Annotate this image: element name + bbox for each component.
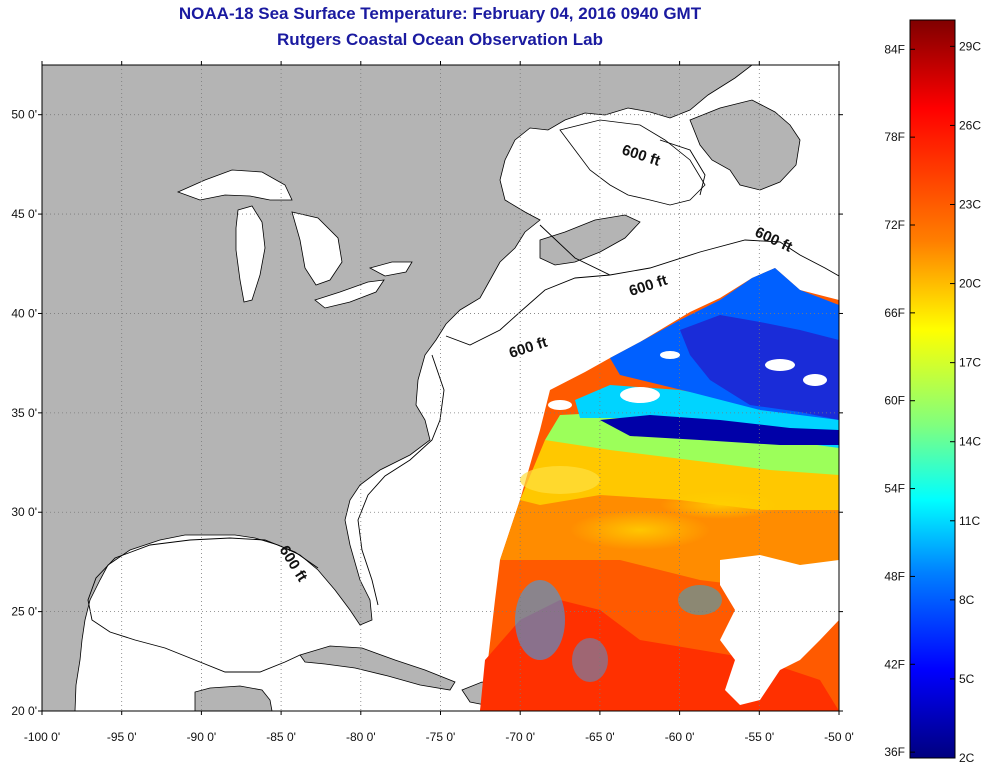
lon-tick-label: -60 0' bbox=[665, 730, 695, 744]
lake-michigan bbox=[235, 205, 266, 303]
landmass-newfoundland bbox=[689, 99, 801, 191]
landmass-cuba bbox=[299, 645, 456, 691]
longitude-tick-labels: -100 0' -95 0' -90 0' -85 0' -80 0' -75 0' -70… bbox=[24, 730, 854, 744]
gulf-st-lawrence bbox=[559, 119, 706, 206]
lake-erie bbox=[314, 279, 385, 309]
colorbar-c-label: 20C bbox=[959, 277, 981, 291]
lat-tick-label: 50 0' bbox=[11, 108, 37, 122]
colorbar-f-label: 36F bbox=[884, 745, 905, 759]
colorbar-f-label: 72F bbox=[884, 218, 905, 232]
lon-tick-label: -90 0' bbox=[187, 730, 217, 744]
colorbar-f-label: 66F bbox=[884, 306, 905, 320]
lake-superior bbox=[176, 169, 293, 201]
lon-tick-label: -55 0' bbox=[744, 730, 774, 744]
colorbar-f-label: 84F bbox=[884, 42, 905, 56]
sst-swath bbox=[480, 268, 839, 711]
lon-tick-label: -75 0' bbox=[426, 730, 456, 744]
colorbar-f-label: 78F bbox=[884, 130, 905, 144]
colorbar-c-label: 29C bbox=[959, 39, 981, 53]
colorbar-f-label: 54F bbox=[884, 482, 905, 496]
lake-huron bbox=[291, 211, 343, 286]
colorbar-c-label: 8C bbox=[959, 593, 975, 607]
axis-ticks bbox=[38, 61, 843, 715]
600ft-contour bbox=[87, 139, 839, 673]
lon-tick-label: -65 0' bbox=[585, 730, 615, 744]
colorbar bbox=[909, 19, 956, 759]
lat-tick-label: 40 0' bbox=[11, 306, 37, 320]
colorbar-c-label: 23C bbox=[959, 198, 981, 212]
colorbar-c-label: 26C bbox=[959, 118, 981, 132]
colorbar-labels: 29C 26C 23C 20C 17C 14C 11C 8C 5C 2C 84F 78F 72F 66F 6… bbox=[884, 39, 981, 765]
colorbar-c-label: 17C bbox=[959, 356, 981, 370]
lat-tick-label: 35 0' bbox=[11, 406, 37, 420]
landmass-nova-scotia bbox=[539, 214, 641, 266]
lake-ontario bbox=[368, 261, 413, 277]
colorbar-c-label: 5C bbox=[959, 672, 975, 686]
map-title: NOAA-18 Sea Surface Temperature: Februar… bbox=[178, 4, 702, 23]
colorbar-f-label: 48F bbox=[884, 569, 905, 583]
colorbar-c-label: 14C bbox=[959, 435, 981, 449]
landmass-north-america bbox=[42, 65, 753, 711]
lon-tick-label: -70 0' bbox=[505, 730, 535, 744]
lat-tick-label: 25 0' bbox=[11, 605, 37, 619]
colorbar-c-label: 11C bbox=[959, 514, 980, 528]
colorbar-f-label: 42F bbox=[884, 657, 905, 671]
lon-tick-label: -50 0' bbox=[824, 730, 854, 744]
lat-tick-label: 20 0' bbox=[11, 704, 37, 718]
lon-tick-label: -80 0' bbox=[346, 730, 376, 744]
map-grid bbox=[42, 65, 839, 711]
map-subtitle: Rutgers Coastal Ocean Observation Lab bbox=[277, 30, 603, 49]
landmass-yucatan bbox=[194, 685, 273, 711]
colorbar-c-label: 2C bbox=[959, 751, 975, 765]
colorbar-ticks bbox=[910, 45, 955, 759]
great-lakes bbox=[176, 169, 413, 309]
colorbar-f-label: 60F bbox=[884, 394, 905, 408]
latitude-tick-labels: 50 0' 45 0' 40 0' 35 0' 30 0' 25 0' 20 0' bbox=[11, 108, 37, 718]
lat-tick-label: 30 0' bbox=[11, 505, 37, 519]
lon-tick-label: -95 0' bbox=[107, 730, 137, 744]
lon-tick-label: -100 0' bbox=[24, 730, 60, 744]
lon-tick-label: -85 0' bbox=[266, 730, 296, 744]
lat-tick-label: 45 0' bbox=[11, 207, 37, 221]
